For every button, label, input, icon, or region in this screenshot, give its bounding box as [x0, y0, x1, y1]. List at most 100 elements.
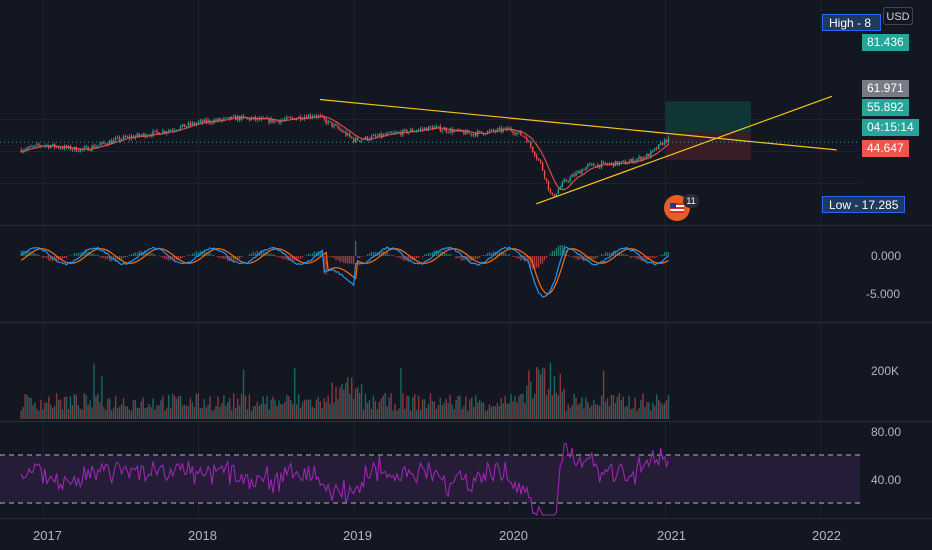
volume-bar [290, 399, 292, 419]
candle-body [354, 138, 357, 142]
macd-histogram-bar [575, 256, 577, 259]
candle-body [636, 159, 638, 162]
volume-bar [561, 391, 563, 419]
volume-bar [172, 393, 174, 419]
candle-body [410, 129, 412, 132]
volume-bar [301, 402, 304, 419]
volume-bar [101, 376, 103, 419]
volume-bar [642, 393, 644, 419]
macd-histogram-bar [345, 256, 347, 264]
volume-axis-label: 200K [871, 364, 900, 378]
pane-separator[interactable] [0, 322, 932, 323]
macd-histogram-bar [34, 253, 36, 256]
volume-bar [478, 400, 481, 419]
candle-body [61, 148, 64, 149]
macd-histogram-bar [536, 256, 538, 268]
candle-body [193, 122, 196, 125]
macd-histogram-bar [646, 256, 648, 262]
macd-histogram-bar [213, 254, 215, 256]
macd-histogram-bar [248, 253, 251, 256]
candle-body [229, 116, 231, 120]
macd-histogram-bar [315, 252, 317, 256]
volume-bar [111, 410, 113, 419]
macd-histogram-bar [187, 254, 190, 256]
candle-body [268, 118, 270, 123]
macd-histogram-bar [91, 253, 93, 256]
macd-histogram-bar [132, 253, 134, 256]
volume-bar [309, 399, 312, 419]
volume-bar [93, 363, 95, 419]
volume-bar [225, 405, 227, 419]
macd-histogram-bar [431, 252, 434, 256]
macd-histogram-bar [400, 256, 402, 259]
volume-bar [506, 403, 508, 419]
macd-histogram-bar [250, 253, 253, 256]
volume-bar [32, 404, 34, 419]
macd-histogram-bar [272, 254, 274, 256]
candle-body [128, 136, 131, 139]
candle-body [610, 162, 613, 164]
macd-histogram-bar [85, 250, 87, 256]
candle-body [360, 139, 363, 142]
pane-separator[interactable] [0, 421, 932, 422]
candle-body [557, 189, 560, 194]
time-label-2020: 2020 [499, 528, 528, 543]
macd-histogram-bar [370, 251, 373, 256]
macd-histogram-bar [498, 251, 500, 256]
macd-histogram-bar [559, 245, 561, 256]
macd-histogram-bar [162, 256, 164, 258]
macd-histogram-bar [414, 256, 416, 260]
volume-bar [553, 376, 556, 419]
candle-body [514, 133, 516, 135]
volume-bar [236, 398, 239, 419]
volume-bar [380, 398, 382, 419]
pane-separator[interactable] [0, 518, 932, 519]
candle-body [327, 121, 329, 124]
candle-body [290, 117, 292, 119]
volume-bar [522, 393, 524, 419]
volume-bar [364, 393, 367, 419]
macd-histogram-bar [24, 250, 26, 256]
trendlines[interactable] [319, 95, 837, 205]
pane-separator[interactable] [0, 225, 932, 226]
currency-button[interactable]: USD [883, 7, 913, 25]
candle-body [337, 125, 339, 129]
macd-histogram-bar [589, 256, 591, 260]
volume-bar [545, 395, 548, 419]
candle-body [343, 131, 345, 133]
volume-bar [463, 405, 465, 419]
volume-bar [396, 410, 398, 419]
volume-bar [57, 399, 60, 419]
candle-body [315, 115, 318, 117]
volume-bar [217, 396, 219, 419]
macd-histogram-bar [20, 250, 22, 256]
stop-loss-tag: 44.647 [862, 140, 909, 157]
macd-histogram-bar [118, 256, 121, 261]
macd-histogram-bar [138, 250, 140, 256]
candle-body [276, 120, 278, 122]
macd-histogram-bar [445, 252, 447, 256]
candle-body [162, 130, 164, 135]
candle-body [211, 122, 213, 124]
macd-histogram-bar [585, 256, 587, 261]
volume-bar [358, 392, 361, 419]
macd-histogram-bar [638, 256, 640, 260]
candle-body [20, 149, 22, 153]
macd-histogram-bar [463, 256, 465, 261]
volume-bar [585, 397, 587, 419]
volume-bar [353, 399, 355, 419]
macd-histogram-bar [534, 256, 536, 270]
volume-bar [484, 410, 487, 419]
candle-body [455, 129, 457, 131]
volume-bar [295, 404, 298, 419]
macd-histogram-bar [305, 255, 308, 256]
volume-bar [103, 407, 105, 419]
volume-bar [73, 393, 76, 419]
candle-body [175, 130, 178, 131]
volume-bar [591, 405, 593, 419]
macd-histogram-bar [256, 250, 258, 256]
macd-histogram-bar [421, 256, 424, 258]
volume-bar [362, 409, 365, 419]
macd-histogram-bar [166, 256, 168, 260]
